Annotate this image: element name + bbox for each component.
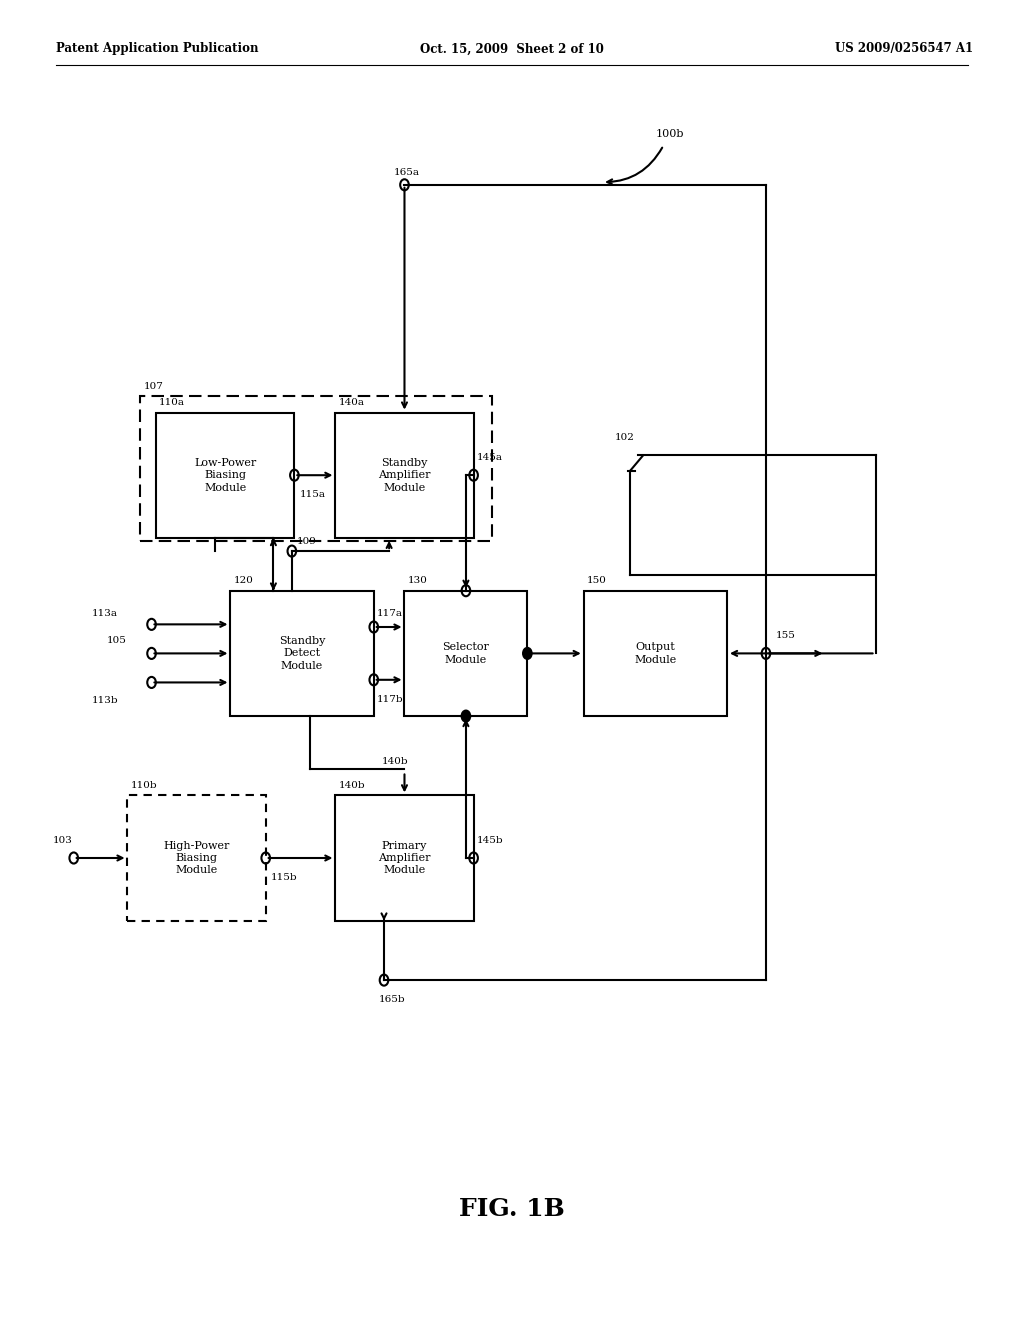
FancyBboxPatch shape — [584, 591, 727, 715]
Text: 140b: 140b — [338, 781, 366, 789]
Text: Standby
Amplifier
Module: Standby Amplifier Module — [378, 458, 431, 492]
Text: Output
Module: Output Module — [634, 643, 677, 664]
FancyBboxPatch shape — [156, 412, 295, 539]
Text: FIG. 1B: FIG. 1B — [459, 1197, 565, 1221]
Text: 113b: 113b — [92, 696, 119, 705]
Circle shape — [462, 710, 470, 722]
FancyBboxPatch shape — [336, 795, 473, 921]
Text: 103: 103 — [53, 836, 73, 845]
Text: Low-Power
Biasing
Module: Low-Power Biasing Module — [195, 458, 256, 492]
Text: 140a: 140a — [338, 399, 365, 407]
Text: 145b: 145b — [477, 836, 504, 845]
Text: 110a: 110a — [160, 399, 185, 407]
FancyBboxPatch shape — [127, 795, 266, 921]
Text: 165a: 165a — [394, 168, 420, 177]
Text: 145a: 145a — [477, 453, 503, 462]
Text: 109: 109 — [297, 537, 316, 546]
Text: 120: 120 — [233, 577, 253, 586]
Text: 115b: 115b — [270, 873, 298, 882]
Text: 110b: 110b — [131, 781, 158, 789]
Text: 165b: 165b — [379, 995, 406, 1003]
Text: US 2009/0256547 A1: US 2009/0256547 A1 — [835, 42, 973, 55]
Text: 100b: 100b — [655, 128, 684, 139]
Text: 117a: 117a — [377, 609, 402, 618]
Text: 130: 130 — [408, 577, 427, 586]
Text: High-Power
Biasing
Module: High-Power Biasing Module — [164, 841, 229, 875]
Text: Standby
Detect
Module: Standby Detect Module — [279, 636, 326, 671]
FancyBboxPatch shape — [230, 591, 374, 715]
Text: 155: 155 — [776, 631, 796, 640]
Text: Selector
Module: Selector Module — [442, 643, 489, 664]
Text: 150: 150 — [587, 577, 606, 586]
Text: 140b: 140b — [382, 758, 409, 766]
Text: 107: 107 — [143, 381, 163, 391]
Text: 115a: 115a — [299, 490, 326, 499]
Circle shape — [523, 648, 531, 659]
FancyBboxPatch shape — [404, 591, 527, 715]
Text: 102: 102 — [614, 433, 634, 442]
Text: 113a: 113a — [92, 609, 118, 618]
FancyBboxPatch shape — [336, 412, 473, 539]
Text: Primary
Amplifier
Module: Primary Amplifier Module — [378, 841, 431, 875]
Text: 117b: 117b — [377, 694, 403, 704]
Text: Oct. 15, 2009  Sheet 2 of 10: Oct. 15, 2009 Sheet 2 of 10 — [420, 42, 604, 55]
Text: 105: 105 — [106, 636, 126, 645]
Text: Patent Application Publication: Patent Application Publication — [56, 42, 259, 55]
